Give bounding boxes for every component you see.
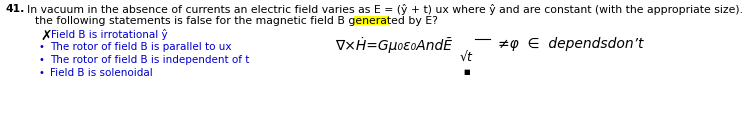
Text: •: •: [38, 55, 44, 65]
Text: ≠φ  ∈  dependsdon’t: ≠φ ∈ dependsdon’t: [498, 37, 643, 51]
Text: In vacuum in the absence of currents an electric field varies as E = (ŷ + t) ux : In vacuum in the absence of currents an …: [27, 4, 742, 15]
Text: •: •: [38, 42, 44, 52]
Text: 41.: 41.: [5, 4, 24, 14]
Text: √t: √t: [460, 51, 473, 64]
Text: ∇×Ḣ=Gμ₀ε₀AndẼ: ∇×Ḣ=Gμ₀ε₀AndẼ: [335, 37, 452, 53]
Text: The rotor of field B is independent of t: The rotor of field B is independent of t: [50, 55, 249, 65]
Text: •: •: [38, 68, 44, 78]
Text: ✗: ✗: [40, 29, 52, 43]
FancyBboxPatch shape: [354, 16, 389, 25]
Text: the following statements is false for the magnetic field B generated by E?: the following statements is false for th…: [35, 16, 438, 26]
Text: ■: ■: [463, 69, 470, 75]
Text: The rotor of field B is parallel to ux: The rotor of field B is parallel to ux: [50, 42, 232, 52]
Text: Field B is solenoidal: Field B is solenoidal: [50, 68, 153, 78]
Text: Field B is irrotational ŷ: Field B is irrotational ŷ: [51, 29, 168, 40]
